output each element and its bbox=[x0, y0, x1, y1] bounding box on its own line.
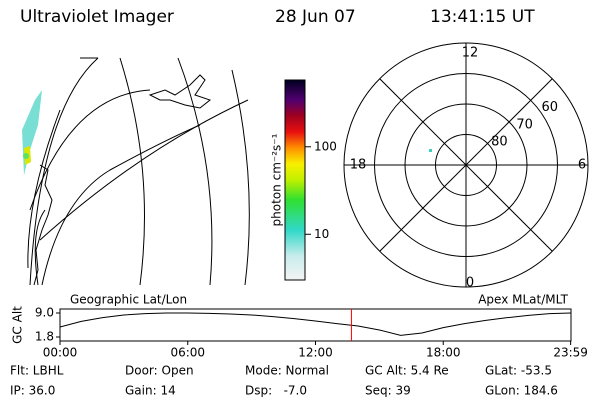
polar-circle bbox=[435, 134, 497, 196]
info-field: GLat: -53.5 bbox=[485, 364, 552, 378]
strip-xtick-label: 23:59 bbox=[553, 346, 588, 360]
polar-dot bbox=[429, 149, 432, 152]
info-field: IP: 36.0 bbox=[10, 384, 55, 398]
polar-mlt-label: 0 bbox=[466, 276, 474, 291]
colorbar-tick-label: 10 bbox=[314, 227, 329, 241]
map bbox=[22, 57, 250, 286]
altitude-line bbox=[59, 312, 572, 336]
colorbar-tick-label: 100 bbox=[314, 139, 337, 153]
info-field: Door: Open bbox=[125, 364, 194, 378]
strip-xtick-label: 06:00 bbox=[170, 346, 205, 360]
info-field: Gain: 14 bbox=[125, 384, 176, 398]
strip-ylabel: GC Alt bbox=[11, 306, 25, 344]
polar-mlt-label: 12 bbox=[462, 46, 479, 61]
info-field: Mode: Normal bbox=[245, 364, 329, 378]
colorbar-label: photon cm⁻²s⁻¹ bbox=[270, 133, 284, 226]
polar-rtick-label: 60 bbox=[541, 100, 558, 115]
info-field: GLon: 184.6 bbox=[485, 384, 558, 398]
strip-ytick-label: 1.8 bbox=[35, 330, 54, 344]
info-field: Flt: LBHL bbox=[10, 364, 64, 378]
polar-mlt-label: 18 bbox=[350, 158, 367, 173]
colorbar bbox=[284, 79, 306, 281]
strip-xtick-label: 00:00 bbox=[43, 346, 78, 360]
polar-rtick-label: 80 bbox=[491, 135, 508, 150]
info-field: Dsp: -7.0 bbox=[245, 384, 307, 398]
strip-left-label: Geographic Lat/Lon bbox=[70, 293, 187, 307]
date: 28 Jun 07 bbox=[275, 7, 356, 27]
title: Ultraviolet Imager bbox=[20, 7, 174, 27]
strip-right-label: Apex MLat/MLT bbox=[478, 293, 568, 307]
polar-circle bbox=[404, 103, 528, 227]
strip-xtick-label: 18:00 bbox=[426, 346, 461, 360]
strip-xtick-label: 12:00 bbox=[298, 346, 333, 360]
info-field: GC Alt: 5.4 Re bbox=[365, 364, 449, 378]
polar-rtick-label: 70 bbox=[516, 117, 533, 132]
polar-circle bbox=[374, 73, 558, 257]
info-field: Seq: 39 bbox=[365, 384, 411, 398]
time: 13:41:15 UT bbox=[430, 7, 535, 27]
strip-ytick-label: 9.0 bbox=[35, 306, 54, 320]
polar-mlt-label: 6 bbox=[578, 158, 586, 173]
